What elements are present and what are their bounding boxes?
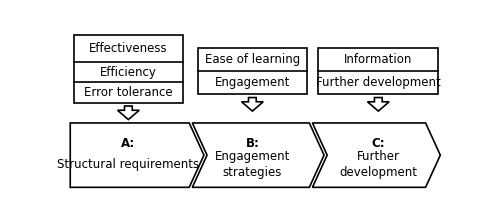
Text: Further
development: Further development [340, 150, 417, 179]
Text: Engagement: Engagement [214, 76, 290, 89]
Text: Ease of learning: Ease of learning [205, 53, 300, 66]
Text: B:: B: [246, 137, 260, 150]
Polygon shape [312, 123, 440, 187]
Text: Efficiency: Efficiency [100, 66, 157, 79]
Text: Structural requirements: Structural requirements [58, 158, 200, 171]
Text: Engagement
strategies: Engagement strategies [214, 150, 290, 179]
Text: Further development: Further development [316, 76, 440, 89]
Text: Information: Information [344, 53, 412, 66]
Text: Error tolerance: Error tolerance [84, 86, 172, 99]
Text: Effectiveness: Effectiveness [89, 42, 168, 55]
Polygon shape [368, 97, 389, 111]
Polygon shape [118, 106, 139, 119]
Polygon shape [242, 97, 263, 111]
Polygon shape [70, 123, 204, 187]
Bar [318, 48, 438, 94]
Text: C:: C: [372, 137, 385, 150]
Bar [74, 35, 182, 103]
Bar [198, 48, 306, 94]
Polygon shape [192, 123, 324, 187]
Text: A:: A: [121, 137, 136, 150]
